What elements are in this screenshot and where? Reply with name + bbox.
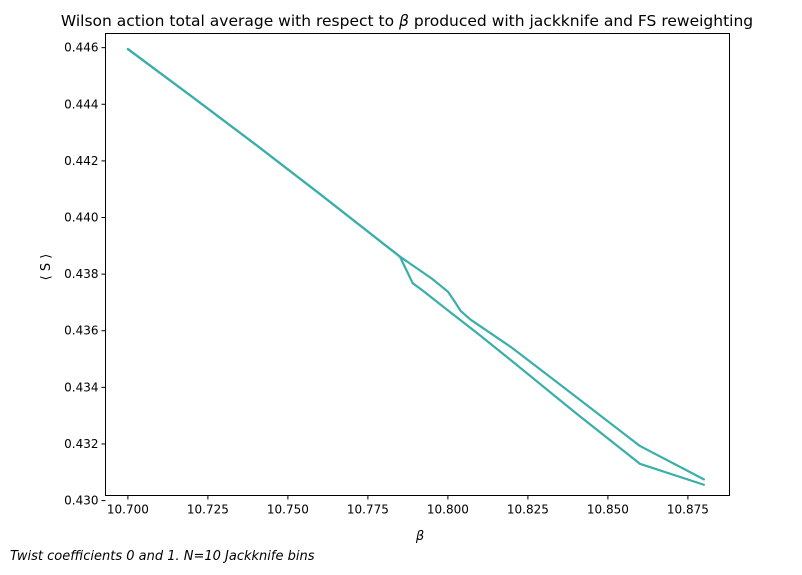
y-tick-label: 0.438 (64, 267, 98, 281)
y-tick-label: 0.440 (64, 211, 98, 225)
x-tick-label: 10.850 (587, 503, 629, 517)
x-tick-label: 10.775 (347, 503, 389, 517)
title-prefix: Wilson action total average with respect… (61, 12, 399, 30)
y-tick-label: 0.442 (64, 154, 98, 168)
x-tick-label: 10.750 (267, 503, 309, 517)
chart: Wilson action total average with respect… (39, 12, 753, 544)
title-suffix: produced with jackknife and FS reweighti… (409, 12, 753, 30)
y-tick-label: 0.436 (64, 324, 98, 338)
y-tick-label: 0.434 (64, 380, 98, 394)
y-axis: 0.430 0.432 0.434 0.436 0.438 0.440 0.442 0.444… (64, 41, 106, 508)
x-tick-label: 10.725 (187, 503, 229, 517)
y-axis-label: ⟨ S ⟩ (39, 254, 54, 281)
y-tick-label: 0.430 (64, 494, 98, 508)
x-tick-label: 10.825 (507, 503, 549, 517)
x-tick-label: 10.875 (667, 503, 709, 517)
x-axis-label: β (415, 529, 424, 544)
y-tick-label: 0.446 (64, 41, 98, 55)
plot-frame (105, 33, 730, 496)
title-symbol: β (398, 12, 409, 30)
y-tick-label: 0.432 (64, 437, 98, 451)
caption: Twist coefficients 0 and 1. N=10 Jackkni… (10, 549, 315, 564)
x-axis: 10.700 10.725 10.750 10.775 10.800 10.825 10.8… (107, 495, 709, 517)
y-tick-label: 0.444 (64, 97, 98, 111)
plot-area (126, 47, 706, 486)
x-tick-label: 10.800 (427, 503, 469, 517)
series-line-1 (126, 47, 706, 481)
x-tick-label: 10.700 (107, 503, 149, 517)
chart-title: Wilson action total average with respect… (61, 12, 753, 30)
